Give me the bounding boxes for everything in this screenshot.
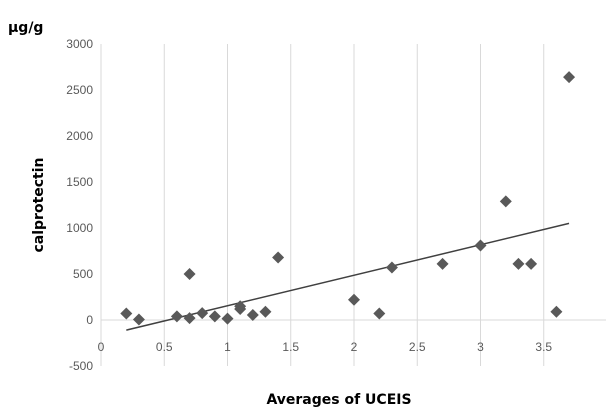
data-point — [132, 313, 145, 326]
y-tick-label: -500 — [69, 359, 93, 373]
data-point — [170, 310, 183, 323]
vertical-gridlines — [163, 44, 545, 366]
x-tick-label: 0 — [98, 340, 105, 354]
x-tick-label: 2 — [351, 340, 358, 354]
data-point — [474, 239, 487, 252]
data-point — [563, 71, 576, 84]
y-tick-labels: -500 0 500 1000 1500 2000 2500 3000 — [66, 37, 93, 373]
data-point — [259, 305, 272, 318]
data-point — [550, 305, 563, 318]
y-tick-label: 2000 — [66, 129, 93, 143]
x-tick-label: 3 — [477, 340, 484, 354]
data-point — [246, 308, 259, 321]
data-point — [373, 307, 386, 320]
data-point — [183, 312, 196, 325]
axis-lines — [100, 44, 606, 366]
data-point — [385, 261, 398, 274]
data-point — [436, 257, 449, 270]
x-tick-label: 3.5 — [535, 340, 552, 354]
unit-label: µg/g — [8, 20, 43, 36]
data-point — [120, 307, 133, 320]
y-tick-label: 1500 — [66, 175, 93, 189]
y-tick-label: 0 — [86, 313, 93, 327]
x-tick-labels: 0 0.5 1 1.5 2 2.5 3 3.5 — [98, 340, 553, 354]
data-point — [196, 307, 209, 320]
x-tick-label: 1.5 — [282, 340, 299, 354]
data-point — [183, 268, 196, 280]
x-tick-label: 2.5 — [409, 340, 426, 354]
data-point — [234, 300, 247, 313]
data-point — [221, 312, 234, 325]
data-point — [272, 251, 285, 264]
data-point — [208, 310, 221, 323]
y-tick-label: 3000 — [66, 37, 93, 51]
x-tick-label: 0.5 — [156, 340, 173, 354]
y-tick-label: 1000 — [66, 221, 93, 235]
data-point — [499, 195, 512, 208]
data-point — [525, 257, 538, 270]
y-tick-label: 500 — [73, 267, 93, 281]
data-point — [512, 257, 525, 270]
data-point — [348, 293, 360, 306]
y-tick-label: 2500 — [66, 83, 93, 97]
data-points — [120, 71, 576, 326]
y-axis-title: calprotectin — [31, 157, 47, 252]
x-axis-title: Averages of UCEIS — [266, 392, 411, 408]
x-tick-label: 1 — [224, 340, 231, 354]
